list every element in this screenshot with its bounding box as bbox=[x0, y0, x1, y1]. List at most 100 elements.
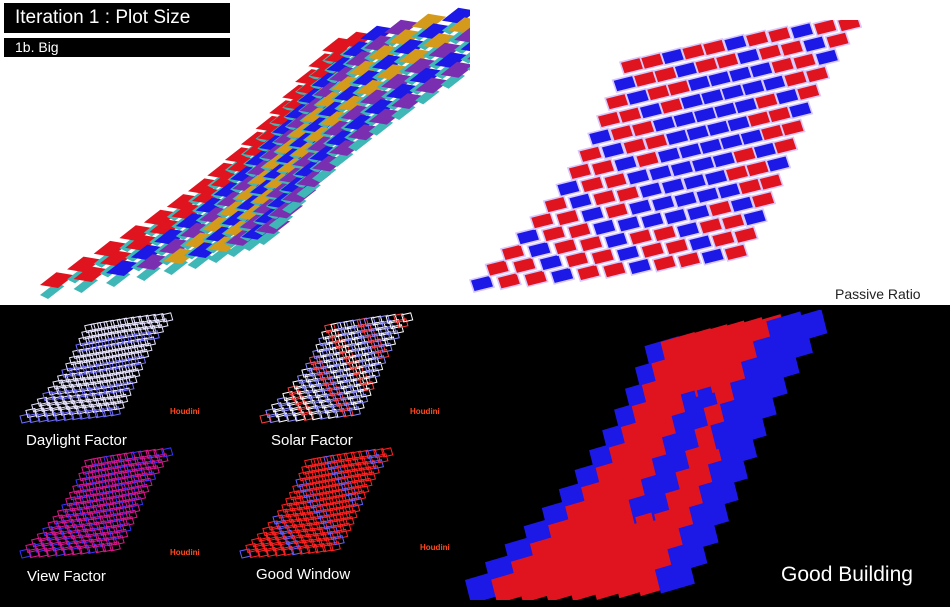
facade-panel bbox=[360, 25, 395, 42]
thumbnail-panel bbox=[350, 461, 363, 473]
facade-panel bbox=[119, 225, 154, 242]
passive-ratio-panel bbox=[674, 220, 702, 240]
passive-ratio-panel bbox=[774, 87, 801, 107]
facade-panel bbox=[386, 83, 421, 100]
thumbnail-panel bbox=[318, 370, 332, 381]
thumbnail-panel bbox=[62, 410, 75, 421]
thumbnail-label-daylight-factor: Daylight Factor bbox=[26, 432, 127, 449]
thumbnail-panel bbox=[393, 313, 406, 324]
thumbnail-panel bbox=[45, 411, 58, 423]
facade-panel bbox=[391, 93, 426, 109]
passive-ratio-panel bbox=[529, 211, 556, 231]
passive-ratio-panel bbox=[626, 257, 653, 276]
passive-ratio-panel bbox=[715, 181, 743, 201]
thumbnail-panel bbox=[342, 516, 355, 527]
thumbnail-panel bbox=[248, 547, 261, 559]
facade-panel-edge bbox=[467, 66, 470, 71]
thumbnail-panel bbox=[101, 542, 114, 553]
passive-ratio-panel bbox=[599, 140, 626, 160]
good-building-panel bbox=[787, 310, 828, 344]
thumbnail-panel bbox=[28, 412, 41, 424]
passive-ratio-panel bbox=[540, 224, 567, 244]
thumbnail-panel bbox=[53, 411, 66, 422]
passive-ratio-panel bbox=[650, 193, 677, 213]
facade-panel bbox=[143, 209, 179, 226]
facade-panel bbox=[364, 99, 399, 115]
passive-ratio-panel bbox=[710, 229, 737, 249]
passive-ratio-panel bbox=[750, 190, 777, 210]
passive-ratio-panel bbox=[589, 247, 616, 267]
thumbnail-panel bbox=[25, 407, 38, 419]
facade-panel-edge bbox=[460, 52, 470, 64]
passive-ratio-panel bbox=[707, 199, 734, 218]
passive-ratio-panel bbox=[627, 197, 654, 217]
facade-panel bbox=[130, 244, 166, 261]
passive-ratio-panel bbox=[804, 65, 831, 85]
thumbnail-panel bbox=[298, 505, 312, 516]
thumbnail-panel bbox=[363, 471, 377, 482]
passive-ratio-panel bbox=[732, 225, 759, 245]
thumbnail-panel bbox=[259, 413, 272, 424]
thumbnail-panel bbox=[120, 322, 133, 333]
thumbnail-panel bbox=[370, 326, 383, 338]
thumbnail-panel bbox=[348, 503, 361, 514]
thumbnail-panel bbox=[125, 509, 138, 520]
houdini-watermark: Houdini bbox=[170, 407, 200, 416]
passive-ratio-panel bbox=[735, 47, 762, 66]
thumbnail-panel bbox=[78, 370, 92, 381]
thumbnail-panel bbox=[362, 381, 375, 392]
passive-ratio-panel bbox=[668, 159, 695, 178]
facade-panel bbox=[398, 48, 434, 65]
passive-ratio-panel bbox=[694, 185, 721, 205]
passive-ratio-panel bbox=[637, 101, 664, 121]
passive-ratio-panel bbox=[681, 172, 708, 192]
passive-ratio-panel bbox=[579, 204, 606, 224]
thumbnail-panel bbox=[136, 337, 150, 348]
thumbnail-panel bbox=[130, 361, 144, 372]
thumbnail-panel bbox=[265, 407, 278, 419]
thumbnail-panel bbox=[119, 387, 132, 398]
thumbnail-panel bbox=[353, 490, 367, 501]
passive-ratio-panel bbox=[720, 212, 747, 232]
passive-ratio-label: Passive Ratio bbox=[835, 286, 921, 302]
passive-ratio-panel bbox=[710, 150, 737, 170]
facade-panel bbox=[372, 54, 407, 71]
daylight-factor-thumbnail bbox=[19, 312, 174, 424]
passive-ratio-panel bbox=[554, 208, 581, 228]
thumbnail-panel bbox=[140, 466, 153, 477]
facade-panel bbox=[67, 256, 102, 273]
thumbnail-panel bbox=[161, 312, 174, 323]
thumbnail-panel bbox=[276, 412, 289, 423]
passive-ratio-panel bbox=[757, 172, 784, 192]
thumbnail-panel bbox=[140, 331, 153, 342]
passive-ratio-panel bbox=[675, 250, 703, 270]
passive-ratio-panel bbox=[753, 91, 780, 111]
thumbnail-panel bbox=[293, 411, 306, 422]
passive-ratio-panel bbox=[637, 180, 664, 200]
thumbnail-panel bbox=[348, 406, 361, 417]
facade-panel bbox=[368, 108, 404, 125]
passive-ratio-panel bbox=[788, 21, 816, 41]
passive-ratio-panel bbox=[744, 29, 771, 49]
thumbnail-panel bbox=[383, 336, 397, 347]
thumbnail-panel bbox=[136, 472, 150, 483]
thumbnail-panel bbox=[245, 542, 258, 554]
good-window-thumbnail bbox=[239, 447, 394, 559]
passive-ratio-panel bbox=[555, 178, 582, 198]
passive-ratio-panel bbox=[655, 145, 683, 165]
thumbnail-panel bbox=[370, 361, 384, 372]
thumbnail-panel bbox=[19, 413, 32, 424]
thumbnail-panel bbox=[376, 337, 390, 348]
passive-ratio-panel bbox=[639, 240, 666, 260]
passive-ratio-panel bbox=[732, 96, 759, 116]
thumbnail-panel bbox=[126, 321, 140, 332]
thumbnail-panel bbox=[136, 483, 150, 495]
passive-ratio-panel bbox=[587, 127, 614, 147]
passive-ratio-panel bbox=[625, 167, 652, 187]
facade-panel bbox=[388, 29, 424, 46]
passive-ratio-panel bbox=[614, 243, 642, 263]
passive-ratio-panel bbox=[511, 255, 538, 275]
passive-ratio-panel bbox=[723, 163, 751, 183]
thumbnail-panel bbox=[33, 407, 47, 418]
thumbnail-label-solar-factor: Solar Factor bbox=[271, 432, 353, 449]
